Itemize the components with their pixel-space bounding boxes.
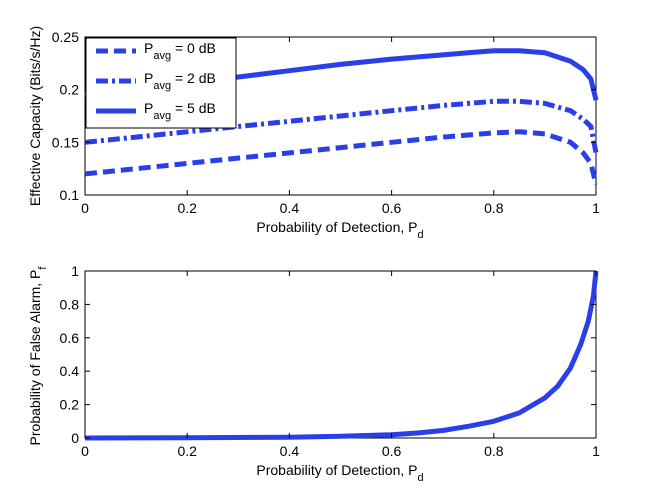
bottom-y-tick-label: 0.2 — [60, 397, 80, 413]
legend-entry-5db: Pavg = 5 dB — [144, 100, 216, 122]
top-series-line-1 — [84, 98, 599, 154]
x-axis-label-bottom: Probability of Detection, Pd — [256, 462, 423, 484]
top-y-tick-label: 0.15 — [52, 134, 79, 150]
top-x-tick-label: 0.2 — [177, 200, 197, 216]
bottom-x-tick-label: 0 — [81, 443, 89, 459]
bottom-x-tick-label: 0.2 — [177, 443, 197, 459]
bottom-x-tick-label: 0.8 — [484, 443, 504, 459]
y-axis-label-top: Effective Capacity (Bits/s/Hz) — [27, 26, 43, 206]
legend-entry-2db: Pavg = 2 dB — [144, 70, 216, 92]
top-series-line-0 — [84, 129, 599, 186]
bottom-y-tick-label: 0.4 — [60, 363, 80, 379]
chart-false-alarm: 0 0.2 0.4 0.6 0.8 1 0 0.2 0.4 0.6 0.8 1 Probability… — [27, 263, 600, 484]
top-x-tick-label: 0.8 — [484, 200, 504, 216]
bottom-x-tick-label: 0.4 — [280, 443, 300, 459]
bottom-x-tick-label: 0.6 — [382, 443, 402, 459]
legend-entry-0db: Pavg = 0 dB — [144, 40, 216, 62]
y-axis-label-bottom: Probability of False Alarm, Pf — [27, 266, 49, 446]
top-x-tick-label: 0.6 — [382, 200, 402, 216]
plot-area-bottom — [84, 270, 597, 439]
top-y-tick-label: 0.2 — [60, 82, 80, 98]
chart-effective-capacity: 0 0.2 0.4 0.6 0.8 1 0.1 0.15 0.2 0.25 Pavg = 0 dB… — [27, 26, 600, 241]
x-axis-label-top: Probability of Detection, Pd — [256, 219, 423, 241]
bottom-y-tick-label: 0 — [71, 430, 79, 446]
legend: Pavg = 0 dB Pavg = 2 dB Pavg = 5 dB — [85, 37, 237, 129]
bottom-y-tick-label: 1 — [71, 263, 79, 279]
top-x-tick-label: 0 — [81, 200, 89, 216]
bottom-y-tick-label: 0.6 — [60, 330, 80, 346]
bottom-series-line-0 — [84, 270, 599, 441]
top-y-tick-label: 0.25 — [52, 29, 79, 45]
top-x-tick-label: 0.4 — [280, 200, 300, 216]
bottom-y-tick-label: 0.8 — [60, 296, 80, 312]
top-y-tick-label: 0.1 — [60, 187, 80, 203]
bottom-x-tick-label: 1 — [592, 443, 600, 459]
top-x-tick-label: 1 — [592, 200, 600, 216]
